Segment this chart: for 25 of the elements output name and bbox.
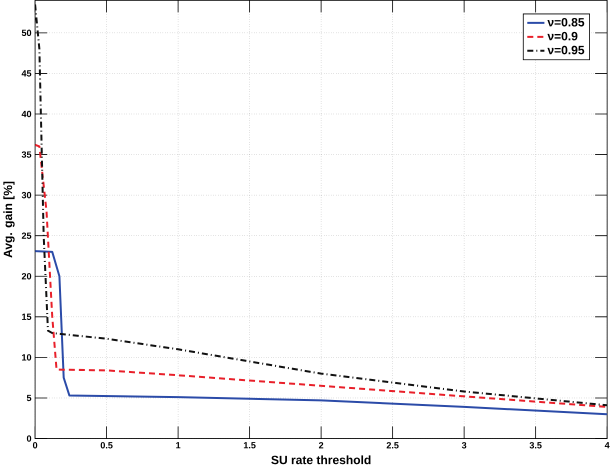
x-tick-label: 2.5 — [386, 442, 399, 449]
y-tick-label: 45 — [22, 70, 32, 77]
y-tick-label: 35 — [22, 152, 32, 158]
y-tick-label: 5 — [26, 395, 32, 402]
y-tick-label: 10 — [22, 354, 32, 361]
x-axis-title: SU rate threshold — [271, 456, 370, 464]
x-tick-label: 0 — [32, 442, 38, 449]
x-tick-label: 1.5 — [244, 442, 256, 449]
y-tick-label: 30 — [22, 192, 32, 199]
y-tick-label: 15 — [22, 314, 32, 320]
x-tick-label: 0.5 — [100, 442, 113, 449]
y-tick-label: 20 — [22, 273, 32, 280]
y-tick-label: 25 — [22, 232, 32, 240]
x-tick-label: 3.5 — [530, 442, 542, 449]
x-tick-label: 1 — [176, 442, 180, 449]
y-tick-label: 0 — [26, 436, 32, 442]
legend-label: ν=0.95 — [547, 46, 584, 55]
x-tick-label: 2 — [318, 442, 324, 449]
y-tick-label: 50 — [22, 30, 32, 36]
legend-label: ν=0.9 — [547, 32, 578, 41]
legend-label: ν=0.85 — [547, 18, 584, 27]
x-tick-label: 3 — [462, 442, 466, 449]
x-tick-label: 4 — [604, 442, 610, 449]
y-tick-label: 40 — [22, 111, 32, 118]
y-axis-title: Avg. gain [%] — [3, 182, 15, 258]
